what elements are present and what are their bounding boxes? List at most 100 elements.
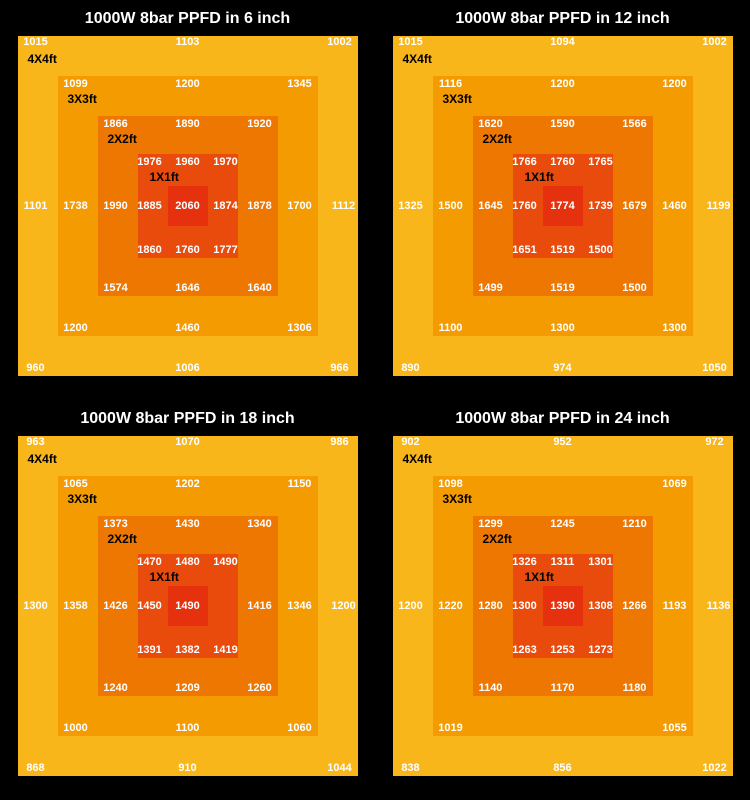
- ppfd-value: 1266: [617, 600, 653, 612]
- ppfd-value: 1240: [98, 682, 134, 694]
- ppfd-value: 1346: [282, 600, 318, 612]
- ppfd-value: 1566: [617, 118, 653, 130]
- ppfd-value: 1220: [433, 600, 469, 612]
- ppfd-value: 1002: [697, 36, 733, 48]
- ppfd-value: 1645: [473, 200, 509, 212]
- ppfd-value: 966: [322, 362, 358, 374]
- ppfd-value: 1574: [98, 282, 134, 294]
- ppfd-value: 1019: [433, 722, 469, 734]
- ppfd-value: 1199: [701, 200, 737, 212]
- ppfd-value: 1015: [393, 36, 429, 48]
- ppfd-value: 1738: [58, 200, 94, 212]
- zone-label: 3X3ft: [68, 492, 97, 506]
- ppfd-value: 1358: [58, 600, 94, 612]
- ppfd-value: 856: [545, 762, 581, 774]
- ppfd-value: 1263: [507, 644, 543, 656]
- ppfd-value: 1260: [242, 682, 278, 694]
- ppfd-value: 1069: [657, 478, 693, 490]
- zone-label: 4X4ft: [403, 52, 432, 66]
- ppfd-value: 1101: [18, 200, 54, 212]
- ppfd-value: 1300: [545, 322, 581, 334]
- ppfd-value: 1002: [322, 36, 358, 48]
- ppfd-panel-1: 1000W 8bar PPFD in 12 inch4X4ft3X3ft2X2f…: [375, 0, 750, 400]
- ppfd-value: 1301: [583, 556, 619, 568]
- ppfd-panel-0: 1000W 8bar PPFD in 6 inch4X4ft3X3ft2X2ft…: [0, 0, 375, 400]
- ppfd-value: 1960: [170, 156, 206, 168]
- ppfd-value: 1739: [583, 200, 619, 212]
- ppfd-value: 974: [545, 362, 581, 374]
- ppfd-value: 1885: [132, 200, 168, 212]
- ppfd-value: 1590: [545, 118, 581, 130]
- ppfd-value: 1500: [583, 244, 619, 256]
- ppfd-value: 1920: [242, 118, 278, 130]
- ppfd-value: 1311: [545, 556, 581, 568]
- ppfd-panel-2: 1000W 8bar PPFD in 18 inch4X4ft3X3ft2X2f…: [0, 400, 375, 800]
- ppfd-value: 1760: [545, 156, 581, 168]
- ppfd-value: 960: [18, 362, 54, 374]
- ppfd-value: 1345: [282, 78, 318, 90]
- ppfd-value: 1325: [393, 200, 429, 212]
- ppfd-value: 1099: [58, 78, 94, 90]
- ppfd-value: 1050: [697, 362, 733, 374]
- ppfd-value: 1055: [657, 722, 693, 734]
- ppfd-value: 1015: [18, 36, 54, 48]
- ppfd-value: 1426: [98, 600, 134, 612]
- ppfd-value: 1308: [583, 600, 619, 612]
- ppfd-value: 1470: [132, 556, 168, 568]
- ppfd-value: 1098: [433, 478, 469, 490]
- ppfd-value: 1200: [393, 600, 429, 612]
- ppfd-value: 1100: [170, 722, 206, 734]
- ppfd-value: 1490: [208, 556, 244, 568]
- ppfd-value: 1100: [433, 322, 469, 334]
- ppfd-value: 1150: [282, 478, 318, 490]
- ppfd-value: 1245: [545, 518, 581, 530]
- ppfd-value: 910: [170, 762, 206, 774]
- ppfd-value: 1519: [545, 244, 581, 256]
- ppfd-value: 1874: [208, 200, 244, 212]
- ppfd-value: 1651: [507, 244, 543, 256]
- ppfd-value: 1193: [657, 600, 693, 612]
- ppfd-value: 1373: [98, 518, 134, 530]
- zone-label: 4X4ft: [28, 452, 57, 466]
- ppfd-value: 986: [322, 436, 358, 448]
- ppfd-value: 1760: [507, 200, 543, 212]
- ppfd-value: 1280: [473, 600, 509, 612]
- ppfd-value: 1976: [132, 156, 168, 168]
- ppfd-value: 1180: [617, 682, 653, 694]
- ppfd-value: 1326: [507, 556, 543, 568]
- ppfd-value: 868: [18, 762, 54, 774]
- ppfd-value: 1390: [545, 600, 581, 612]
- ppfd-value: 1300: [18, 600, 54, 612]
- ppfd-value: 1416: [242, 600, 278, 612]
- ppfd-value: 1519: [545, 282, 581, 294]
- ppfd-value: 1620: [473, 118, 509, 130]
- ppfd-heatmap: 4X4ft3X3ft2X2ft1X1ft10151103100296010069…: [18, 36, 358, 376]
- ppfd-value: 1774: [545, 200, 581, 212]
- panel-title: 1000W 8bar PPFD in 6 inch: [0, 10, 375, 28]
- zone-label: 3X3ft: [443, 92, 472, 106]
- ppfd-value: 1070: [170, 436, 206, 448]
- ppfd-value: 1022: [697, 762, 733, 774]
- ppfd-value: 1273: [583, 644, 619, 656]
- ppfd-value: 1499: [473, 282, 509, 294]
- ppfd-value: 1490: [170, 600, 206, 612]
- ppfd-value: 1300: [657, 322, 693, 334]
- ppfd-value: 1382: [170, 644, 206, 656]
- ppfd-value: 1500: [433, 200, 469, 212]
- ppfd-value: 1306: [282, 322, 318, 334]
- ppfd-value: 890: [393, 362, 429, 374]
- ppfd-value: 1065: [58, 478, 94, 490]
- ppfd-value: 1300: [507, 600, 543, 612]
- panel-title: 1000W 8bar PPFD in 12 inch: [375, 10, 750, 28]
- ppfd-value: 1700: [282, 200, 318, 212]
- ppfd-value: 1200: [657, 78, 693, 90]
- ppfd-value: 1253: [545, 644, 581, 656]
- ppfd-value: 1340: [242, 518, 278, 530]
- ppfd-value: 1200: [326, 600, 362, 612]
- ppfd-value: 1500: [617, 282, 653, 294]
- ppfd-value: 1777: [208, 244, 244, 256]
- ppfd-value: 1766: [507, 156, 543, 168]
- ppfd-value: 972: [697, 436, 733, 448]
- zone-label: 1X1ft: [150, 170, 179, 184]
- ppfd-value: 1112: [326, 200, 362, 212]
